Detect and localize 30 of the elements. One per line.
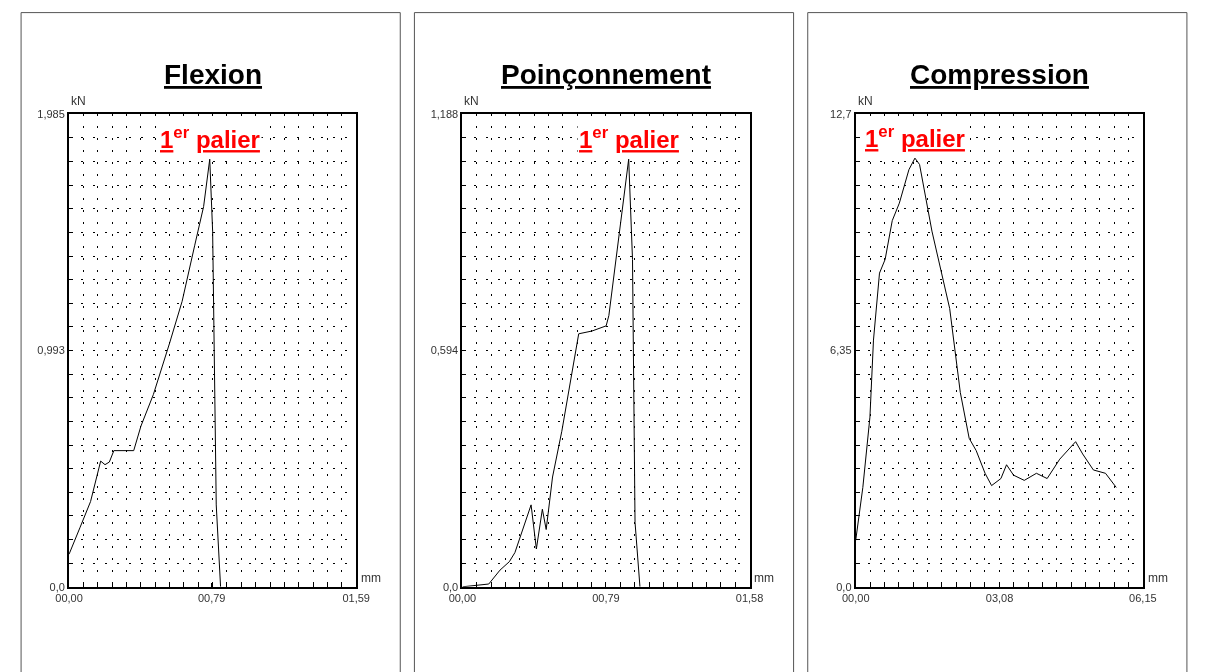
chart-title: Poinçonnement: [501, 59, 712, 90]
y-tick-label: 0,594: [430, 344, 459, 357]
x-axis-title: mm: [361, 571, 381, 585]
x-tick-label: 00,00: [841, 592, 870, 604]
x-axis-title: mm: [1148, 571, 1168, 585]
x-tick-label: 00,79: [197, 592, 226, 604]
y-tick-label: 6,35: [830, 344, 852, 357]
x-tick-label: 00,00: [448, 592, 477, 604]
x-tick-label: 00,79: [592, 592, 620, 604]
y-tick-label: 1,985: [37, 108, 65, 121]
annotation: 1$^{er}$ palier: [865, 122, 965, 153]
x-tick-label: 06,15: [1129, 592, 1157, 604]
annotation: 1$^{er}$ palier: [579, 123, 679, 154]
annotation: 1$^{er}$ palier: [160, 123, 260, 154]
x-tick-label: 01,58: [735, 592, 764, 604]
y-axis-title: kN: [71, 94, 86, 108]
y-tick-label: 0,0: [836, 580, 852, 593]
x-tick-label: 01,59: [342, 592, 370, 604]
x-axis-title: mm: [754, 571, 774, 585]
y-tick-label: 0,993: [37, 344, 65, 357]
chart-title: Flexion: [164, 59, 263, 90]
y-axis-title: kN: [858, 94, 873, 108]
chart-title: Compression: [910, 59, 1089, 90]
y-tick-label: 1,188: [430, 108, 459, 121]
y-tick-label: 0,0: [49, 580, 65, 593]
x-tick-label: 00,00: [55, 592, 83, 604]
y-tick-label: 12,7: [830, 108, 852, 121]
y-axis-title: kN: [464, 94, 479, 108]
x-tick-label: 03,08: [985, 592, 1014, 604]
y-tick-label: 0,0: [442, 580, 459, 593]
